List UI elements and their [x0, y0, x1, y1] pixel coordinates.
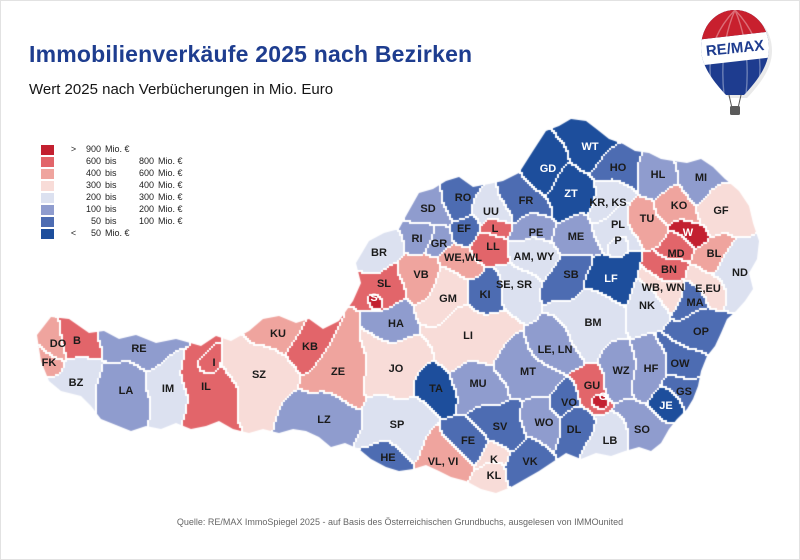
page-subtitle: Wert 2025 nach Verbücherungen in Mio. Eu… [29, 81, 334, 98]
balloon-seams [709, 10, 761, 95]
legend-text: bis [105, 216, 117, 226]
legend: >900 Mio. € 600 bis 800 Mio. € 400 bis 600 Mio. €… [41, 144, 183, 240]
legend-text: > [70, 144, 77, 154]
legend-text: bis [105, 204, 117, 214]
legend-text: Mio. € [158, 192, 183, 202]
legend-row: 50 bis 100 Mio. € [41, 216, 183, 227]
balloon-basket [728, 94, 742, 115]
remax-logo-text: RE/MAX [705, 37, 765, 60]
legend-text: 200 [85, 192, 101, 202]
remax-balloon-logo: RE/MAX [701, 10, 772, 115]
legend-text: Mio. € [158, 216, 183, 226]
legend-swatch [41, 144, 54, 155]
legend-text: 200 [138, 204, 154, 214]
legend-swatch [41, 216, 54, 227]
legend-row: >900 Mio. € [41, 144, 183, 155]
legend-text: Mio. € [158, 204, 183, 214]
legend-text: 900 [85, 144, 101, 154]
balloon-white-band [701, 31, 769, 66]
legend-text: Mio. € [158, 168, 183, 178]
legend-text: 50 [90, 228, 101, 238]
legend-text: 600 [138, 168, 154, 178]
legend-text: 800 [138, 156, 154, 166]
austria-map-canvas [21, 106, 781, 506]
legend-text: Mio. € [158, 180, 183, 190]
legend-row: 600 bis 800 Mio. € [41, 156, 183, 167]
legend-text: bis [105, 180, 117, 190]
legend-swatch [41, 204, 54, 215]
legend-text: 300 [85, 180, 101, 190]
legend-text: Mio. € [105, 144, 130, 154]
legend-swatch [41, 156, 54, 167]
source-note: Quelle: RE/MAX ImmoSpiegel 2025 - auf Ba… [176, 517, 624, 527]
legend-text: bis [105, 192, 117, 202]
legend-swatch [41, 192, 54, 203]
legend-text: 300 [138, 192, 154, 202]
legend-row: 400 bis 600 Mio. € [41, 168, 183, 179]
legend-swatch [41, 228, 54, 239]
legend-text: 400 [85, 168, 101, 178]
legend-text: bis [105, 168, 117, 178]
legend-row: 100 bis 200 Mio. € [41, 204, 183, 215]
legend-swatch [41, 168, 54, 179]
page-title: Immobilienverkäufe 2025 nach Bezirken [29, 41, 473, 67]
legend-text: bis [105, 156, 117, 166]
legend-row: <50 Mio. € [41, 228, 183, 239]
legend-text: 600 [85, 156, 101, 166]
legend-text: 50 [90, 216, 101, 226]
legend-text: Mio. € [158, 156, 183, 166]
legend-text: 100 [138, 216, 154, 226]
legend-text: 400 [138, 180, 154, 190]
legend-text: 100 [85, 204, 101, 214]
legend-text: Mio. € [105, 228, 130, 238]
legend-row: 300 bis 400 Mio. € [41, 180, 183, 191]
legend-row: 200 bis 300 Mio. € [41, 192, 183, 203]
legend-text: < [70, 228, 77, 238]
legend-swatch [41, 180, 54, 191]
